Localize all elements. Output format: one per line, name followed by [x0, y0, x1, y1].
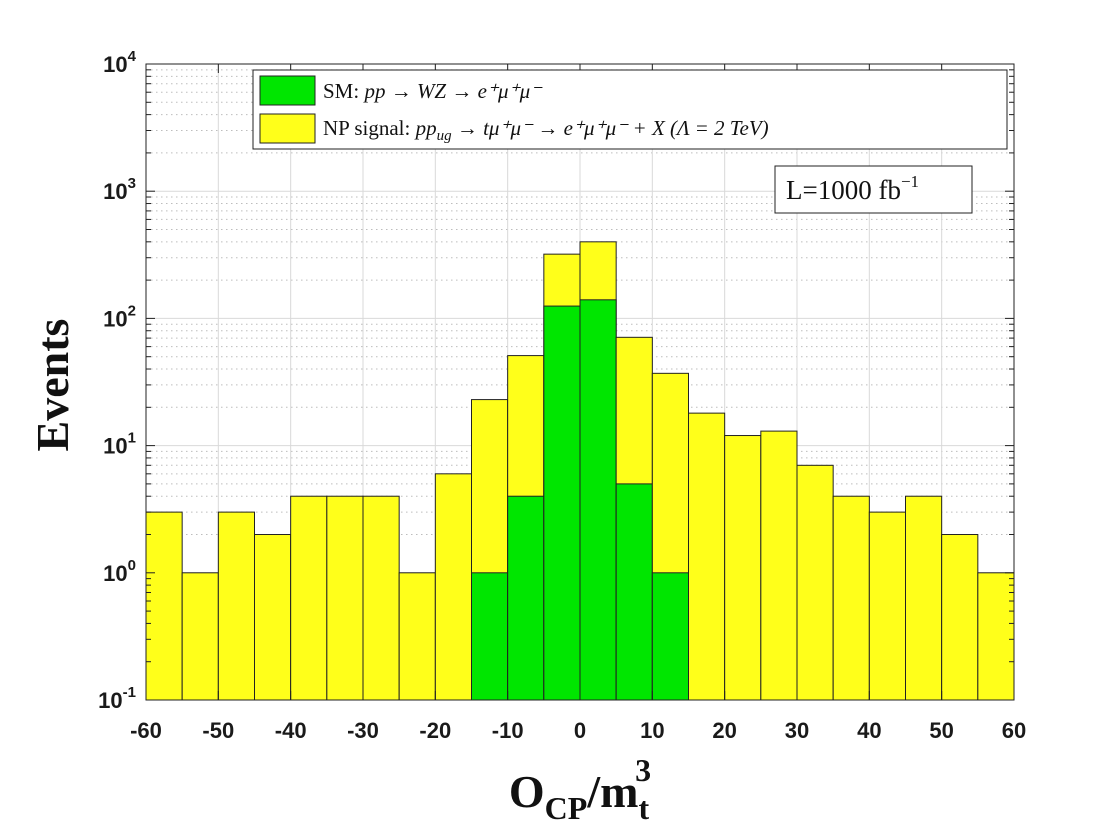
x-tick-label: 50 — [929, 718, 953, 743]
y-axis-label: Events — [27, 319, 78, 452]
np-signal-bar — [796, 464, 834, 701]
y-tick-label: 102 — [103, 302, 136, 331]
np-signal-bar — [326, 495, 364, 701]
x-tick-label: 40 — [857, 718, 881, 743]
np-signal-bar — [832, 495, 870, 701]
legend-box — [252, 69, 1008, 150]
sm-bar — [471, 572, 509, 701]
np-signal-bar — [868, 511, 906, 701]
legend-swatch-sm — [259, 75, 316, 106]
np-signal-bar — [362, 495, 400, 701]
y-tick-label: 103 — [103, 175, 136, 204]
x-tick-label: -50 — [202, 718, 234, 743]
x-tick-label: 10 — [640, 718, 664, 743]
y-tick-label: 100 — [103, 557, 136, 586]
sm-bar — [507, 495, 545, 701]
sm-bar — [651, 572, 689, 701]
sm-bar — [543, 305, 581, 701]
np-signal-bar — [254, 534, 292, 701]
legend-entry-np: NP signal: ppug → tμ⁺μ⁻ → e⁺μ⁺μ⁻ + X (Λ … — [323, 116, 769, 144]
x-tick-label: -60 — [130, 718, 162, 743]
sm-bar — [615, 483, 653, 701]
x-tick-label: -40 — [275, 718, 307, 743]
np-signal-bar — [290, 495, 328, 701]
legend-entry-sm: SM: pp → WZ → e⁺μ⁺μ⁻ — [323, 79, 543, 103]
np-signal-bar — [941, 534, 979, 701]
luminosity-box — [774, 165, 973, 214]
x-tick-label: -30 — [347, 718, 379, 743]
y-tick-label: 10-1 — [98, 684, 136, 713]
y-tick-label: 104 — [103, 48, 136, 77]
np-signal-bar — [217, 511, 255, 701]
legend: SM: pp → WZ → e⁺μ⁺μ⁻ NP signal: ppug → t… — [252, 69, 1008, 150]
luminosity-annotation: L=1000 fb−1 — [774, 165, 973, 214]
x-axis-label: OCP/mt3 — [509, 752, 651, 826]
x-tick-label: -20 — [419, 718, 451, 743]
np-signal-bar — [688, 412, 726, 701]
np-signal-bar — [434, 473, 473, 701]
np-signal-bar — [145, 511, 183, 701]
np-signal-bar — [724, 435, 762, 701]
np-signal-bar — [181, 572, 219, 701]
x-tick-label: 60 — [1002, 718, 1026, 743]
np-signal-bar — [760, 430, 798, 701]
sm-bar — [579, 299, 617, 701]
luminosity-text: L=1000 fb−1 — [786, 172, 919, 205]
y-tick-label: 101 — [103, 430, 136, 459]
legend-swatch-np — [259, 113, 316, 144]
np-signal-bar — [398, 572, 436, 701]
np-signal-bar — [905, 495, 943, 701]
x-tick-label: 20 — [712, 718, 736, 743]
x-tick-label: 30 — [785, 718, 809, 743]
x-tick-label: -10 — [492, 718, 524, 743]
np-signal-bar — [977, 572, 1015, 701]
x-tick-label: 0 — [574, 718, 586, 743]
